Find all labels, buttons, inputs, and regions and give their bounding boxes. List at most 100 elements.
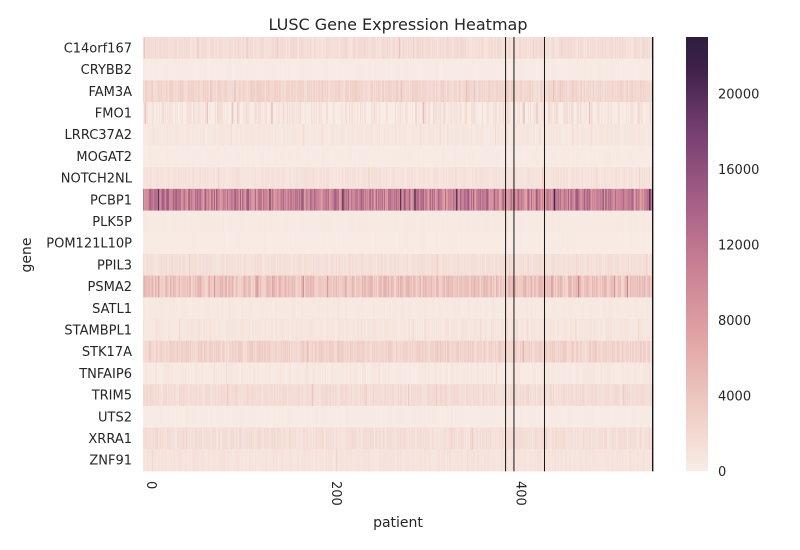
heatmap-cell (650, 145, 652, 168)
heatmap-cell (440, 58, 442, 81)
heatmap-cell (560, 188, 562, 211)
heatmap-cell (282, 102, 284, 125)
heatmap-cell (591, 210, 593, 233)
heatmap-cell (640, 167, 642, 190)
heatmap-cell (399, 167, 402, 190)
heatmap-cell (406, 58, 408, 81)
heatmap-cell (602, 37, 604, 60)
heatmap-cell (608, 80, 610, 103)
heatmap-cell (305, 37, 307, 60)
heatmap-cell (338, 58, 341, 81)
heatmap-cell (521, 102, 524, 125)
heatmap-cell (453, 37, 455, 60)
heatmap-cell (276, 37, 279, 60)
heatmap-cell (524, 145, 526, 168)
heatmap-cell (563, 167, 565, 190)
heatmap-cell (359, 102, 361, 125)
heatmap-cell (648, 167, 650, 190)
heatmap-cell (402, 167, 404, 190)
heatmap-cell (172, 188, 174, 211)
heatmap-cell (218, 80, 221, 103)
heatmap-cell (463, 80, 465, 103)
heatmap-cell (357, 80, 359, 103)
heatmap-cell (313, 80, 316, 103)
heatmap-cell (445, 58, 447, 81)
heatmap-cell (164, 188, 166, 211)
heatmap-cell (293, 58, 295, 81)
heatmap-cell (499, 37, 501, 60)
heatmap-cell (444, 188, 446, 211)
heatmap-cell (427, 37, 429, 60)
heatmap-cell (355, 167, 357, 190)
heatmap-cell (366, 58, 368, 81)
heatmap-cell (297, 188, 299, 211)
heatmap-cell (195, 80, 197, 103)
heatmap-cell (236, 37, 238, 60)
heatmap-cell (425, 102, 427, 125)
heatmap-cell (358, 188, 360, 211)
heatmap-cell (475, 123, 477, 146)
heatmap-cell (178, 167, 180, 190)
heatmap-cell (319, 123, 321, 146)
heatmap-cell (286, 145, 288, 168)
heatmap-cell (361, 188, 363, 211)
heatmap-cell (359, 145, 361, 168)
heatmap-cell (483, 58, 486, 81)
heatmap-cell (352, 80, 354, 103)
heatmap-cell (370, 80, 372, 103)
heatmap-cell (196, 123, 198, 146)
heatmap-cell (306, 102, 308, 125)
chart-title: LUSC Gene Expression Heatmap (269, 15, 528, 34)
heatmap-cell (154, 145, 156, 168)
heatmap-cell (238, 80, 240, 103)
heatmap-cell (468, 80, 470, 103)
heatmap-cell (642, 102, 645, 125)
heatmap-cell (443, 37, 445, 60)
heatmap-cell (422, 80, 425, 103)
heatmap-cell (419, 167, 421, 190)
heatmap-cell (620, 80, 622, 103)
heatmap-cell (541, 188, 543, 211)
heatmap-cell (275, 102, 277, 125)
heatmap-cell (334, 123, 336, 146)
heatmap-cell (508, 58, 511, 81)
heatmap-cell (555, 58, 557, 81)
heatmap-cell (612, 210, 614, 233)
heatmap-cell (499, 145, 501, 168)
heatmap-cell (298, 37, 300, 60)
heatmap-cell (341, 210, 343, 233)
heatmap-cell (457, 58, 459, 81)
heatmap-cell (652, 167, 654, 190)
heatmap-cell (257, 188, 259, 211)
heatmap-cell (293, 37, 295, 60)
heatmap-cell (472, 123, 475, 146)
heatmap-cell (231, 80, 233, 103)
heatmap-cell (437, 210, 439, 233)
heatmap-cell (357, 37, 359, 60)
heatmap-cell (336, 210, 338, 233)
heatmap-cell (195, 58, 197, 81)
heatmap-cell (592, 145, 594, 168)
heatmap-cell (295, 58, 297, 81)
heatmap-cell (581, 145, 584, 168)
heatmap-cell (586, 145, 588, 168)
heatmap-cell (293, 210, 295, 233)
heatmap-cell (523, 145, 525, 168)
heatmap-cell (512, 80, 514, 103)
heatmap-cell (410, 37, 413, 60)
heatmap-cell (594, 167, 597, 190)
heatmap-cell (372, 58, 374, 81)
heatmap-cell (422, 145, 425, 168)
heatmap-cell (215, 123, 217, 146)
heatmap-cell (507, 123, 509, 146)
heatmap-cell (337, 123, 340, 146)
heatmap-cell (176, 123, 178, 146)
heatmap-cell (234, 102, 236, 125)
heatmap-cell (253, 210, 256, 233)
heatmap-cell (522, 167, 524, 190)
heatmap-cell (584, 210, 586, 233)
heatmap-cell (315, 123, 318, 146)
heatmap-cell (244, 58, 246, 81)
heatmap-cell (292, 37, 294, 60)
